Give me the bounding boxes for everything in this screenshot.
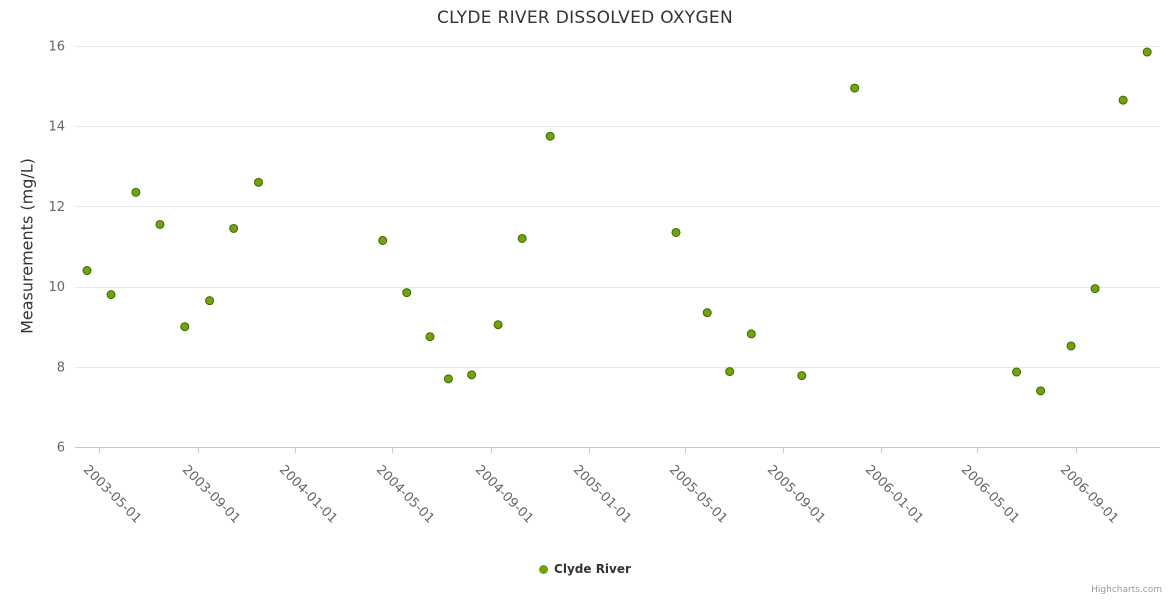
data-point[interactable] — [746, 329, 756, 339]
x-tick-label: 2006-05-01 — [958, 463, 1022, 527]
x-tick-label: 2004-05-01 — [373, 463, 437, 527]
x-tick-label: 2004-09-01 — [472, 463, 536, 527]
x-tick-label: 2004-01-01 — [276, 463, 340, 527]
x-tick-label: 2005-05-01 — [666, 463, 730, 527]
x-tick-label: 2005-01-01 — [570, 463, 634, 527]
y-tick-label: 6 — [57, 441, 65, 456]
data-point[interactable] — [443, 374, 453, 384]
y-tick-label: 16 — [48, 40, 65, 55]
data-point[interactable] — [229, 223, 239, 233]
highcharts-credit-link[interactable]: Highcharts.com — [1091, 585, 1162, 595]
legend: Clyde River — [0, 562, 1170, 576]
data-point[interactable] — [1066, 341, 1076, 351]
data-point[interactable] — [425, 332, 435, 342]
data-point[interactable] — [1012, 367, 1022, 377]
y-tick-label: 12 — [48, 200, 65, 215]
data-point[interactable] — [702, 308, 712, 318]
data-point[interactable] — [1090, 284, 1100, 294]
data-point[interactable] — [1118, 95, 1128, 105]
data-point[interactable] — [378, 235, 388, 245]
data-point[interactable] — [402, 288, 412, 298]
x-tick-label: 2003-05-01 — [80, 463, 144, 527]
chart-title: CLYDE RIVER DISSOLVED OXYGEN — [436, 8, 733, 28]
data-point[interactable] — [725, 367, 735, 377]
data-point[interactable] — [517, 233, 527, 243]
x-tick-label: 2006-09-01 — [1057, 463, 1121, 527]
legend-item-clyde-river[interactable]: Clyde River — [539, 562, 631, 576]
data-point[interactable] — [545, 131, 555, 141]
x-tick-label: 2006-01-01 — [862, 463, 926, 527]
legend-marker-icon — [539, 564, 549, 574]
data-point[interactable] — [106, 290, 116, 300]
data-point[interactable] — [671, 227, 681, 237]
data-point[interactable] — [467, 370, 477, 380]
data-point[interactable] — [155, 219, 165, 229]
data-point[interactable] — [493, 320, 503, 330]
legend-label: Clyde River — [554, 562, 631, 576]
data-point[interactable] — [82, 266, 92, 276]
data-point[interactable] — [1142, 47, 1152, 57]
data-point[interactable] — [797, 371, 807, 381]
data-point[interactable] — [131, 187, 141, 197]
y-tick-label: 8 — [57, 360, 65, 375]
y-tick-label: 14 — [48, 120, 65, 135]
x-tick-label: 2005-09-01 — [764, 463, 828, 527]
y-tick-label: 10 — [48, 280, 65, 295]
data-point[interactable] — [180, 322, 190, 332]
data-point[interactable] — [1036, 386, 1046, 396]
data-point[interactable] — [205, 296, 215, 306]
data-point[interactable] — [254, 177, 264, 187]
x-tick-label: 2003-09-01 — [179, 463, 243, 527]
data-point[interactable] — [850, 83, 860, 93]
